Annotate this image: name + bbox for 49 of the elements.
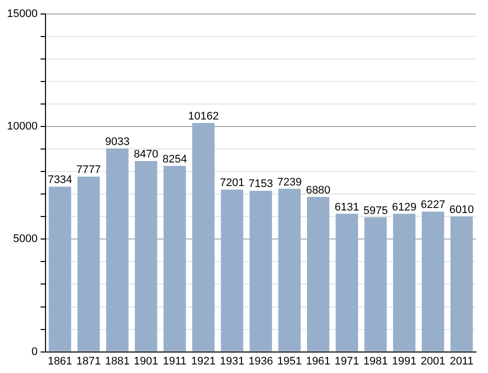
x-tick-label: 1981 [363,355,388,368]
data-label: 7153 [248,178,274,190]
data-label: 10162 [188,110,219,122]
x-tick-label: 1991 [392,355,417,368]
x-tick-label: 1901 [134,355,158,368]
x-tick-label: 2001 [420,355,446,368]
x-tick-label: 1861 [48,355,72,368]
bar [220,190,244,352]
bar [48,186,72,352]
bar [278,188,301,352]
bar [192,122,215,352]
x-tick-label: 1911 [162,355,187,368]
data-label: 6129 [392,201,417,214]
bar [336,214,358,352]
y-tick-label: 0 [31,346,38,358]
data-label: 6227 [420,199,446,212]
x-tick-label: 1881 [105,355,130,368]
bar [250,190,272,352]
data-label: 8254 [162,153,187,166]
bar [77,176,100,352]
x-tick-label: 1961 [306,355,330,368]
x-tick-label: 1931 [220,355,244,368]
data-label: 6880 [306,184,330,196]
data-label: 6131 [334,201,360,214]
bar [106,148,129,352]
bar [364,217,387,352]
x-tick-label: 1871 [76,355,101,368]
x-tick-label: 1936 [248,355,274,368]
data-label: 7239 [277,176,302,188]
bar [134,161,158,352]
bar [450,216,473,352]
data-label: 9033 [105,136,130,148]
data-label: 7777 [76,164,101,176]
x-tick-label: 1921 [191,355,216,368]
x-tick-label: 1951 [277,355,302,368]
bar [422,212,444,352]
data-label: 8470 [134,148,158,161]
y-tick-label: 5000 [13,233,38,246]
data-label: 7334 [48,174,72,186]
x-tick-label: 1971 [334,355,360,368]
y-tick-label: 15000 [6,8,38,20]
data-label: 5975 [363,204,388,217]
data-label: 6010 [449,204,474,216]
data-label: 7201 [220,177,244,190]
x-tick-label: 2011 [450,355,474,368]
bar [306,196,330,352]
bar [393,214,416,352]
y-tick-label: 10000 [6,120,38,133]
bar [164,166,186,352]
